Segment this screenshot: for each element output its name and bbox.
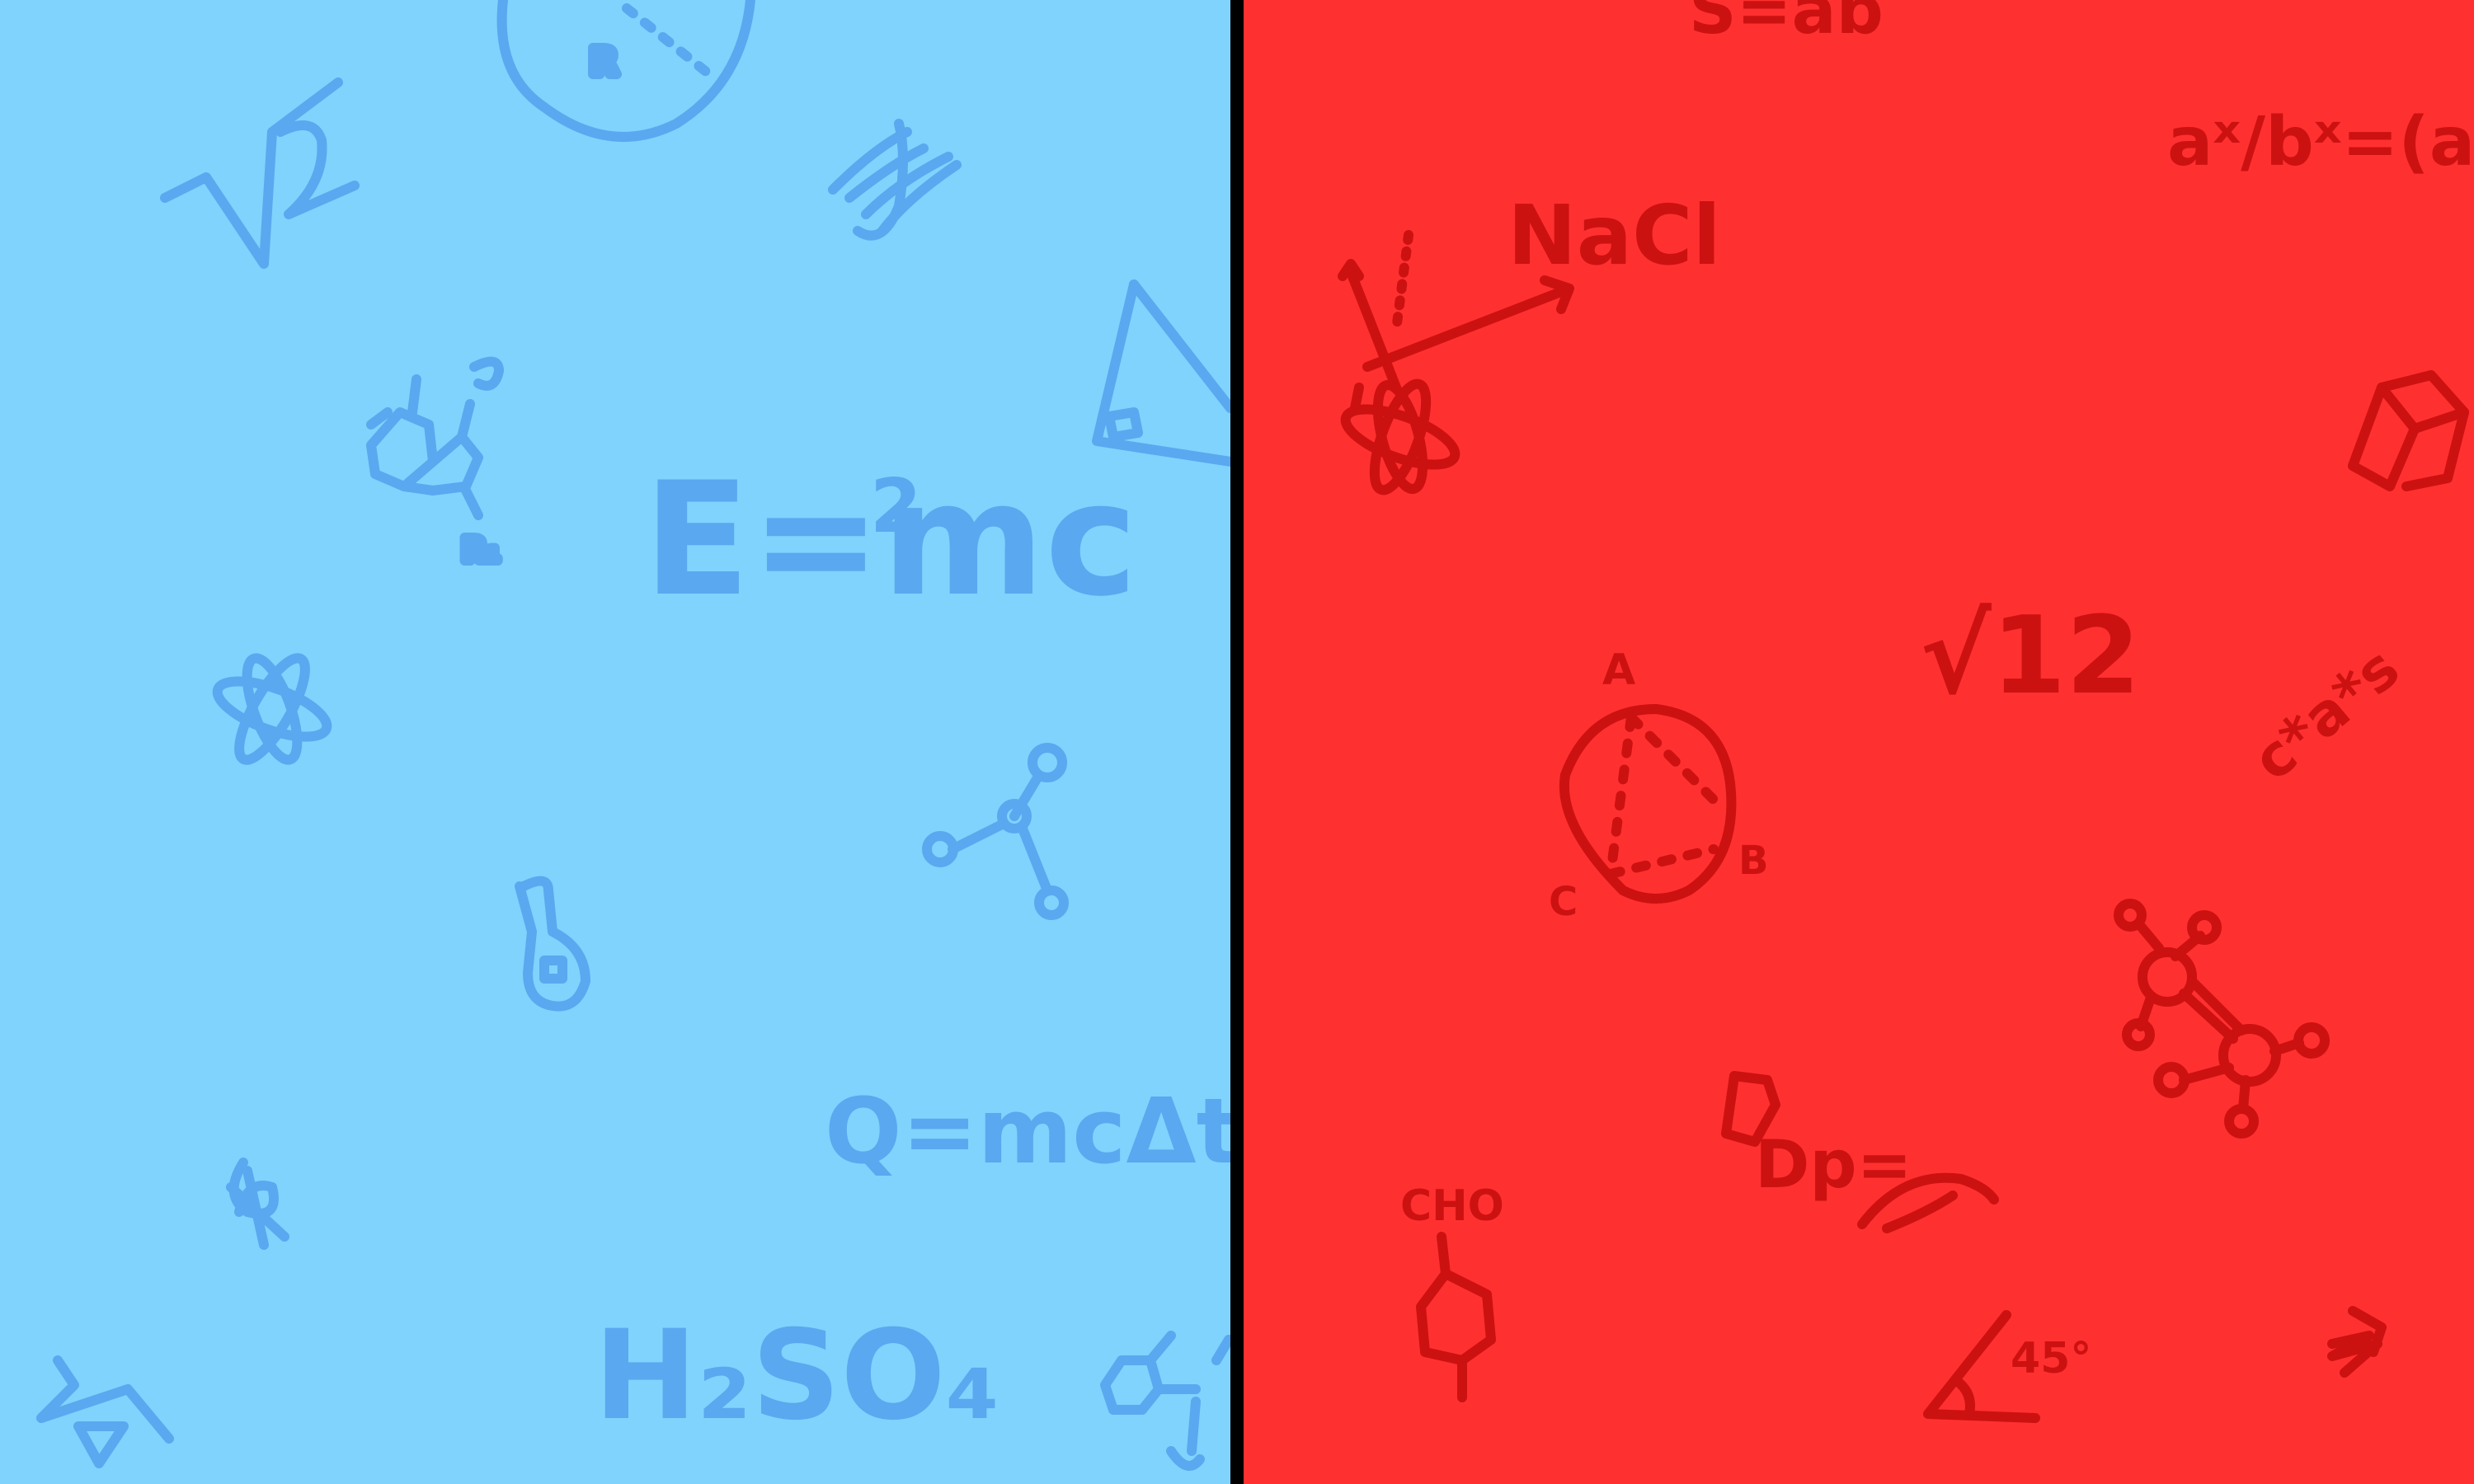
energy-equation: E=mc <box>643 448 1138 631</box>
molecule-doodle-red <box>2114 899 2330 1139</box>
flask-doodle <box>515 876 590 1012</box>
circle-label-b: B <box>1738 838 1769 884</box>
sqrt-triangle-doodle <box>36 1355 174 1468</box>
salt-formula: NaCl <box>1507 187 1721 284</box>
left-panel-blue[interactable]: R R₁ <box>0 0 1230 1484</box>
branch-molecule-doodle <box>922 743 1069 920</box>
energy-exponent: 2 <box>870 463 922 550</box>
density-doodle <box>1721 1071 1999 1233</box>
circle-doodle <box>496 0 755 142</box>
sqrt-two-doodle <box>160 77 360 269</box>
right-panel-red[interactable]: S=ab NaCl aˣ/bˣ=(a/b)ˣ √12 A B C CHO 45°… <box>1244 0 2474 1484</box>
small-label: R <box>590 41 618 83</box>
coil-doodle <box>226 1158 289 1250</box>
arrow-doodle <box>2327 1306 2387 1378</box>
circle-label-c: C <box>1549 879 1578 925</box>
hexagon-molecule-doodle <box>366 356 504 520</box>
spring-doodle <box>828 119 962 241</box>
aldehyde-label: CHO <box>1400 1181 1504 1231</box>
ring-doodle-red <box>1416 1232 1496 1402</box>
circle-triangle-doodle <box>1559 704 1737 904</box>
axes-doodle <box>1338 230 1574 413</box>
heat-equation: Q=mcΔt <box>825 1078 1230 1184</box>
angle-doodle <box>1923 1310 2040 1423</box>
center-divider <box>1230 0 1244 1484</box>
molecule-label: R₁ <box>462 532 500 568</box>
atom-doodle-red <box>1340 378 1460 495</box>
right-doodles: S=ab NaCl aˣ/bˣ=(a/b)ˣ √12 A B C CHO 45°… <box>1244 0 2474 1484</box>
acid-formula: H₂SO₄ <box>594 1304 999 1448</box>
circle-label-a: A <box>1602 646 1635 695</box>
angle-label: 45° <box>2011 1334 2091 1383</box>
atom-doodle <box>212 653 332 765</box>
density-formula: Dp= <box>1755 1126 1912 1203</box>
area-formula: S=ab <box>1689 0 1884 49</box>
hexagon-doodle-bottom <box>1100 1331 1230 1471</box>
triangle-doodle <box>1092 279 1230 467</box>
cube-doodle <box>2348 370 2469 491</box>
left-doodles: R R₁ <box>0 0 1230 1484</box>
power-rule-formula: aˣ/bˣ=(a/b)ˣ <box>2167 103 2474 181</box>
sqrt-twelve: √12 <box>1920 593 2141 718</box>
